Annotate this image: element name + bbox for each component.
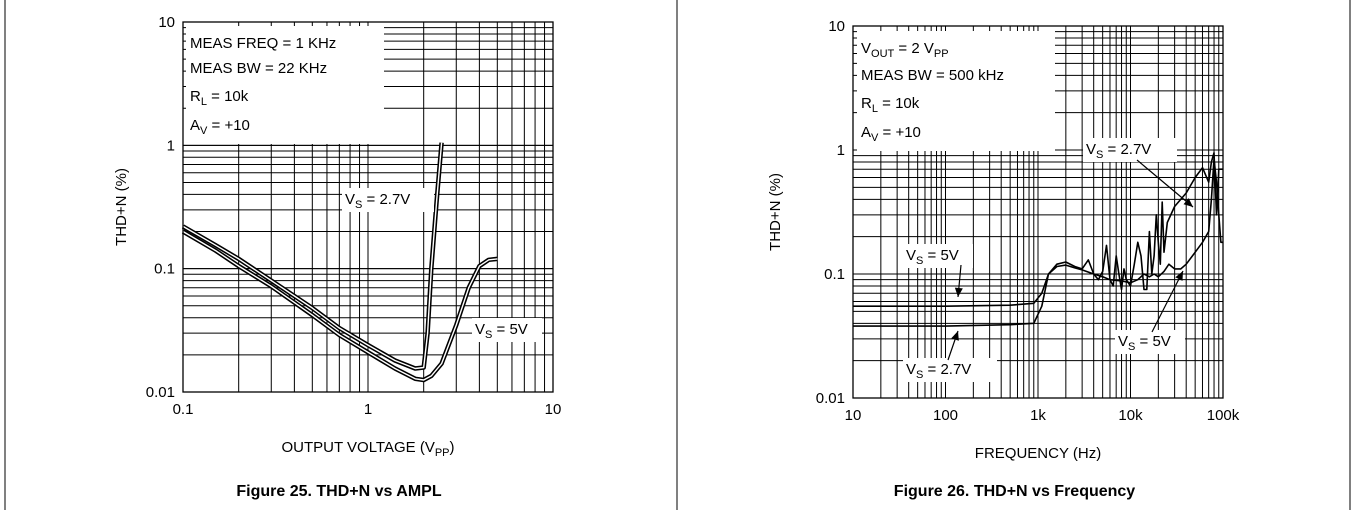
x-axis-title: FREQUENCY (Hz) (975, 445, 1101, 462)
y-axis-title: THD+N (%) (113, 168, 130, 246)
x-axis-title: OUTPUT VOLTAGE (VPP) (281, 439, 454, 459)
figure-26-panel: VOUT = 2 VPP MEAS BW = 500 kHz RL = 10k AV … (678, 0, 1351, 510)
x-tick-label: 10k (1118, 407, 1143, 424)
series-group (181, 142, 498, 383)
annotation-arrow-head (1183, 198, 1193, 207)
series-label-background (1083, 138, 1177, 162)
y-axis-title: THD+N (%) (767, 173, 784, 251)
x-tick-label: 1k (1030, 407, 1046, 424)
figure-25-chart: MEAS FREQ = 1 KHz MEAS BW = 22 KHz RL = 10… (4, 0, 678, 510)
grid (852, 25, 1224, 399)
y-tick-label: 0.01 (146, 384, 175, 401)
x-tick-label: 1 (364, 401, 372, 418)
series-line (853, 152, 1223, 327)
condition-label: VOUT = 2 VPP (861, 40, 949, 60)
series-label-background (342, 188, 434, 212)
annotation-arrow-head (954, 287, 963, 297)
y-tick-label: 0.01 (816, 390, 845, 407)
condition-label: MEAS FREQ = 1 KHz (190, 35, 336, 52)
series-label-background (903, 358, 997, 382)
y-tick-label: 10 (158, 14, 175, 31)
series-line-core (182, 142, 443, 370)
y-tick-label: 0.1 (154, 261, 175, 278)
series-label-background (1115, 330, 1185, 354)
y-tick-label: 1 (167, 137, 175, 154)
series-label-background (903, 244, 973, 268)
conditions-background (857, 31, 1055, 151)
annotation-arrow-line (1151, 270, 1184, 333)
series-label: VS = 2.7V (1086, 141, 1151, 161)
x-tick-label: 100k (1207, 407, 1240, 424)
annotation-arrow-head (1175, 271, 1183, 281)
annotation-arrow-line (1136, 159, 1194, 208)
figure-26-caption: Figure 26. THD+N vs Frequency (893, 483, 1136, 500)
x-tick-label: 0.1 (173, 401, 194, 418)
y-tick-label: 0.1 (824, 266, 845, 283)
series-label: VS = 5V (1118, 333, 1171, 353)
series-label-background (472, 318, 542, 342)
figure-25-panel: MEAS FREQ = 1 KHz MEAS BW = 22 KHz RL = 10… (4, 0, 678, 510)
condition-label: RL = 10k (861, 95, 920, 115)
figure-26-chart: VOUT = 2 VPP MEAS BW = 500 kHz RL = 10k AV … (767, 0, 1351, 510)
plot-area-border (852, 25, 1224, 399)
series-line-core (182, 230, 498, 381)
annotation-group: VOUT = 2 VPP MEAS BW = 500 kHz RL = 10k AV … (857, 31, 1194, 382)
annotation-group: MEAS FREQ = 1 KHz MEAS BW = 22 KHz RL = 10… (186, 26, 542, 342)
series-label: VS = 2.7V (345, 191, 410, 211)
condition-label: AV = +10 (190, 117, 250, 137)
conditions-background (186, 26, 384, 144)
x-tick-label: 100 (933, 407, 958, 424)
figure-25-caption: Figure 25. THD+N vs AMPL (236, 483, 442, 500)
series-label: VS = 5V (906, 247, 959, 267)
condition-label: AV = +10 (861, 124, 921, 144)
x-tick-label: 10 (845, 407, 862, 424)
series-group (853, 152, 1223, 327)
y-tick-label: 10 (828, 18, 845, 35)
condition-label: MEAS BW = 22 KHz (190, 60, 327, 77)
series-line (853, 158, 1223, 307)
x-tick-label: 10 (545, 401, 562, 418)
y-tick-label: 1 (837, 142, 845, 159)
series-label: VS = 2.7V (906, 361, 971, 381)
condition-label: MEAS BW = 500 kHz (861, 67, 1004, 84)
tick-labels: 10 100 1k 10k 100k 0.01 0.1 1 10 (816, 18, 1240, 424)
annotation-arrow-head (951, 331, 959, 341)
series-label: VS = 5V (475, 321, 528, 341)
condition-label: RL = 10k (190, 88, 249, 108)
plot-area-border (182, 21, 554, 393)
